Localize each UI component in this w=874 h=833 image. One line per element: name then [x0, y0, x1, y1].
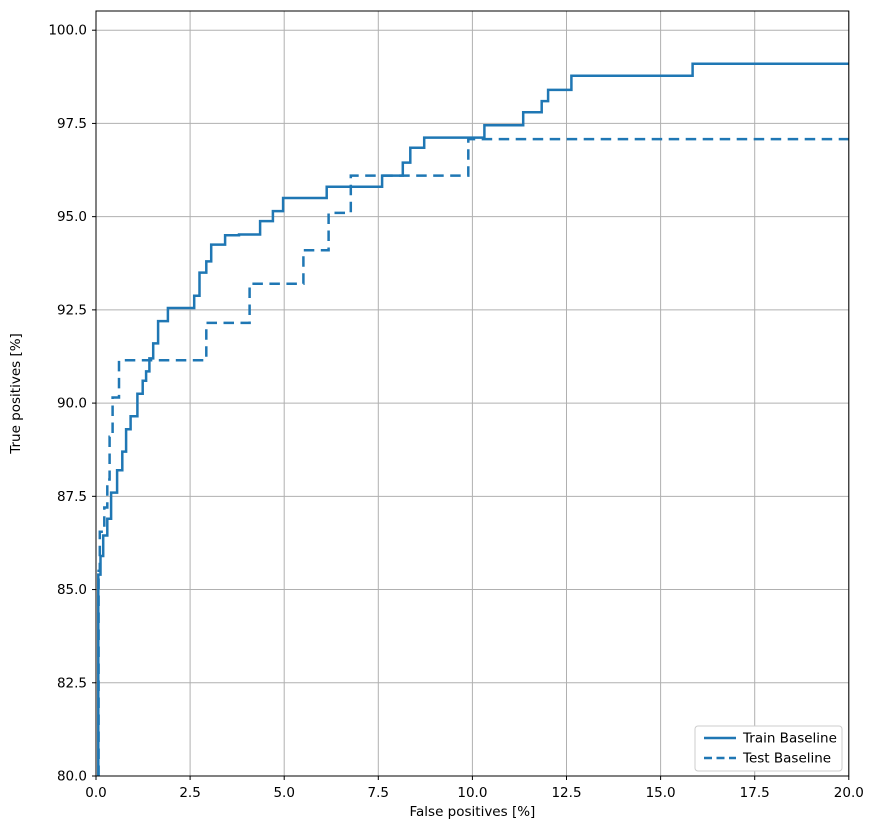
y-tick-label: 85.0: [57, 582, 87, 598]
x-tick-label: 17.5: [740, 785, 770, 801]
grid: [95, 11, 850, 776]
x-tick-label: 0.0: [85, 785, 106, 801]
legend-item-label: Train Baseline: [742, 731, 837, 747]
y-tick-label: 100.0: [48, 23, 87, 39]
y-tick-label: 87.5: [57, 489, 87, 505]
y-tick-label: 95.0: [57, 209, 87, 225]
tick-labels: 0.0 2.5 5.0 7.5 10.0 12.5 15.0 17.5 20.0 80.0 82.5…: [48, 23, 863, 801]
x-tick-label: 5.0: [273, 785, 294, 801]
x-tick-label: 2.5: [179, 785, 200, 801]
y-tick-label: 82.5: [57, 675, 87, 691]
x-tick-label: 7.5: [368, 785, 389, 801]
train-baseline-curve: [97, 62, 849, 776]
legend-item-label: Test Baseline: [742, 751, 831, 767]
y-tick-label: 92.5: [57, 302, 87, 318]
x-tick-label: 12.5: [551, 785, 581, 801]
x-tick-label: 20.0: [834, 785, 864, 801]
y-axis-label: True positives [%]: [8, 333, 24, 455]
x-axis-label: False positives [%]: [409, 804, 535, 820]
y-tick-label: 90.0: [57, 396, 87, 412]
legend: Train Baseline Test Baseline: [694, 725, 843, 772]
x-tick-label: 15.0: [646, 785, 676, 801]
tick-marks: [92, 29, 850, 780]
x-tick-label: 10.0: [457, 785, 487, 801]
test-baseline-curve: [97, 137, 849, 776]
y-tick-label: 97.5: [57, 116, 87, 132]
y-tick-label: 80.0: [57, 769, 87, 785]
